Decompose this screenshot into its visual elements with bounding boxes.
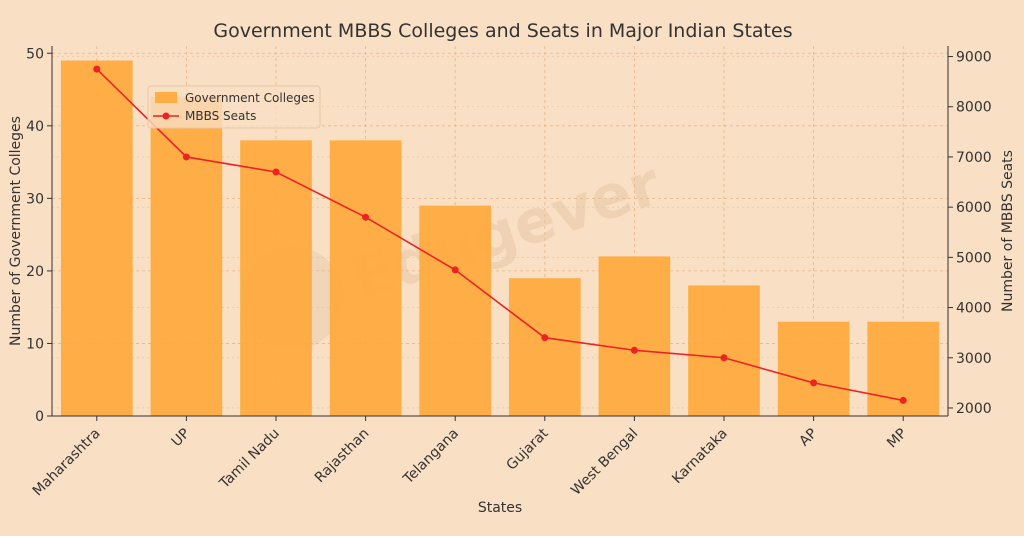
x-tick-label: West Bengal [568, 426, 641, 499]
seats-point-mp [899, 396, 907, 404]
legend: Government Colleges MBBS Seats [147, 85, 321, 129]
axes [47, 46, 953, 421]
chart-title: Government MBBS Colleges and Seats in Ma… [213, 20, 792, 42]
y2-tick-label: 2000 [956, 401, 992, 417]
x-tick-label: Telangana [400, 426, 462, 488]
x-axis-title: States [478, 500, 522, 516]
seats-point-gujarat [541, 334, 549, 342]
y2-tick-label: 3000 [956, 351, 992, 367]
y2-tick-label: 6000 [956, 200, 992, 216]
seats-point-maharashtra [93, 65, 101, 73]
y-tick-label: 0 [35, 409, 44, 425]
y-tick-label: 50 [26, 46, 44, 62]
seats-point-telangana [451, 266, 459, 274]
legend-label-seats: MBBS Seats [185, 109, 256, 123]
x-tick-label: AP [796, 426, 820, 450]
bar-west-bengal [598, 256, 671, 416]
seats-point-tamil-nadu [272, 168, 280, 176]
bars [60, 60, 940, 417]
y2-tick-label: 4000 [956, 301, 992, 317]
y-tick-label: 10 [26, 336, 44, 352]
y-tick-label: 40 [26, 119, 44, 135]
y-tick-label: 20 [26, 264, 44, 280]
bar-tamil-nadu [240, 140, 312, 416]
y2-tick-label: 9000 [956, 50, 992, 66]
seats-point-ap [810, 379, 818, 387]
x-tick-label: UP [169, 426, 194, 451]
x-tick-label: Tamil Nadu [216, 426, 283, 493]
y2-tick-label: 5000 [956, 250, 992, 266]
seats-line [93, 65, 907, 404]
y-axis-title: Number of Government Colleges [8, 116, 24, 346]
legend-box [147, 85, 321, 129]
x-tick-label: MP [884, 426, 910, 452]
seats-polyline [96, 68, 904, 402]
x-tick-label: Maharashtra [30, 426, 104, 500]
bar-telangana [419, 205, 492, 416]
seats-point-west-bengal [630, 346, 638, 354]
x-tick-label: Karnataka [669, 426, 731, 488]
legend-label-colleges: Government Colleges [185, 91, 315, 105]
seats-point-up [182, 153, 190, 161]
x-tick-label: Gujarat [504, 425, 552, 473]
bar-rajasthan [329, 140, 402, 416]
seats-point-rajasthan [362, 213, 370, 221]
seats-point-karnataka [720, 354, 728, 362]
y-tick-label: 30 [26, 191, 44, 207]
legend-marker-seats [162, 112, 170, 120]
legend-swatch-colleges [155, 92, 177, 103]
y2-tick-label: 7000 [956, 150, 992, 166]
y2-axis-title: Number of MBBS Seats [1000, 150, 1016, 312]
x-tick-label: Rajasthan [312, 426, 373, 487]
bar-maharashtra [60, 60, 133, 417]
bar-gujarat [508, 278, 581, 416]
y2-tick-label: 8000 [956, 100, 992, 116]
bar-karnataka [688, 285, 760, 416]
bar-up [150, 96, 223, 417]
bar-ap [777, 321, 850, 416]
